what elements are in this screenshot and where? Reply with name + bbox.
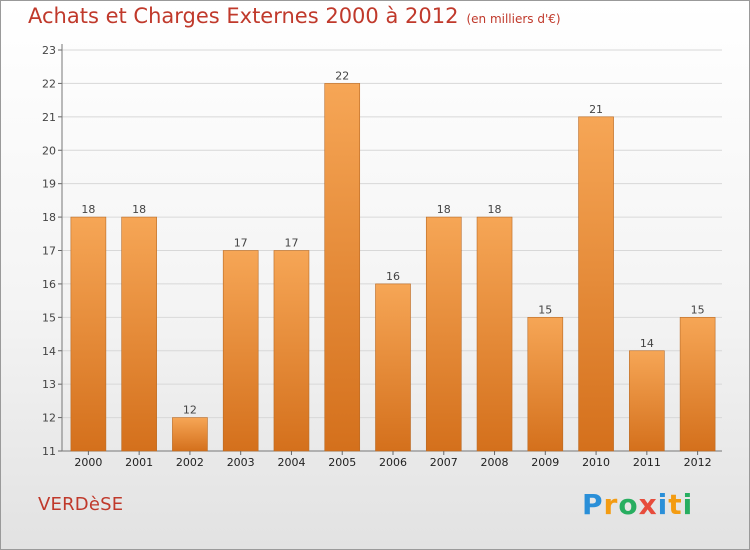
bar-2007 [425, 216, 462, 452]
x-tick-label: 2010 [582, 456, 610, 469]
y-tick-label: 14 [42, 345, 56, 358]
bar-value-label: 12 [183, 404, 197, 417]
logo-letter: i [682, 488, 694, 521]
bar-value-label: 18 [437, 203, 451, 216]
y-tick-label: 21 [42, 111, 56, 124]
chart-title: Achats et Charges Externes 2000 à 2012 [28, 4, 459, 28]
bar-2006 [375, 283, 411, 452]
y-tick-label: 12 [42, 412, 56, 425]
logo-letter: x [638, 488, 658, 521]
bar-labels: 18 18 12 17 17 22 16 18 18 15 21 14 15 [81, 69, 704, 416]
bar-value-label: 15 [538, 303, 552, 316]
y-tick-label: 20 [42, 144, 56, 157]
x-tick-label: 2001 [125, 456, 153, 469]
logo-letter: r [603, 488, 619, 521]
y-tick-label: 13 [42, 378, 56, 391]
bar-2001 [121, 216, 157, 452]
x-tick-label: 2007 [430, 456, 458, 469]
bar-value-label: 15 [691, 303, 705, 316]
bar-value-label: 17 [234, 237, 248, 250]
bar-2005 [324, 83, 361, 452]
bar-value-label: 21 [589, 103, 603, 116]
bar-value-label: 22 [335, 69, 349, 82]
x-tick-label: 2004 [277, 456, 305, 469]
y-tick-label: 11 [42, 445, 56, 458]
logo-letter: i [657, 488, 669, 521]
bar-2011 [629, 350, 665, 452]
bar-2003 [222, 250, 259, 452]
bar-value-label: 14 [640, 337, 654, 350]
bar-2010 [578, 116, 614, 452]
bar-2009 [527, 317, 564, 452]
x-tick-label: 2008 [481, 456, 509, 469]
y-tick-label: 17 [42, 245, 56, 258]
bars [70, 83, 716, 452]
bar-2002 [172, 417, 208, 452]
y-tick-label: 18 [42, 211, 56, 224]
bar-value-label: 18 [132, 203, 146, 216]
y-tick-label: 23 [42, 44, 56, 57]
chart-title-block: Achats et Charges Externes 2000 à 2012 (e… [28, 4, 561, 28]
logo-letter: t [668, 488, 683, 521]
x-tick-label: 2012 [684, 456, 712, 469]
y-tick-label: 16 [42, 278, 56, 291]
x-tick-labels: 2000 2001 2002 2003 2004 2005 2006 2007 2008 2009… [74, 451, 712, 469]
bar-value-label: 16 [386, 270, 400, 283]
x-tick-label: 2005 [328, 456, 356, 469]
bar-value-label: 18 [81, 203, 95, 216]
y-tick-label: 15 [42, 311, 56, 324]
bar-value-label: 17 [284, 237, 298, 250]
logo-letter: P [582, 488, 604, 521]
y-tick-label: 22 [42, 77, 56, 90]
x-tick-label: 2011 [633, 456, 661, 469]
bar-2008 [476, 216, 513, 452]
x-tick-label: 2003 [227, 456, 255, 469]
bar-2000 [70, 216, 107, 452]
bar-2004 [273, 250, 310, 452]
y-tick-labels: 11 12 13 14 15 16 17 18 19 20 21 22 23 [42, 44, 56, 458]
bar-value-label: 18 [488, 203, 502, 216]
bar-2012 [679, 317, 716, 452]
proxiti-logo[interactable]: Proxiti [582, 488, 693, 521]
x-tick-label: 2009 [531, 456, 559, 469]
logo-letter: o [618, 488, 639, 521]
chart-unit: (en milliers d'€) [466, 12, 561, 26]
x-tick-label: 2002 [176, 456, 204, 469]
commune-name: VERDèSE [38, 494, 124, 515]
x-tick-label: 2006 [379, 456, 407, 469]
x-tick-label: 2000 [74, 456, 102, 469]
y-tick-label: 19 [42, 178, 56, 191]
